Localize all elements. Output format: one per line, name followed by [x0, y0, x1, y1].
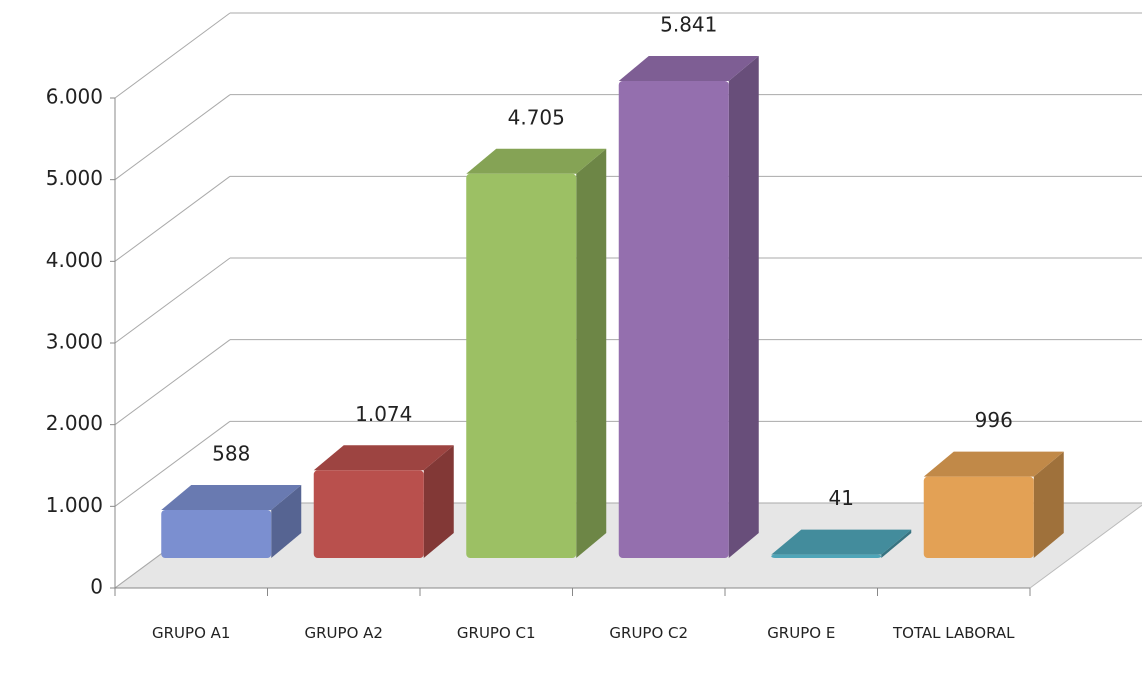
y-tick-label: 5.000: [46, 166, 103, 190]
x-tick-label: GRUPO C2: [609, 624, 689, 642]
bar-side: [423, 445, 454, 558]
y-tick-label: 0: [90, 575, 103, 599]
bar-top: [161, 484, 302, 510]
value-label: 1.074: [355, 402, 412, 426]
bar-side: [576, 148, 607, 558]
bar: [771, 554, 882, 558]
y-tick-label: 3.000: [46, 330, 103, 354]
y-tick-label: 2.000: [46, 411, 103, 435]
grid-line: [114, 94, 231, 181]
bar: [466, 173, 577, 558]
bar: [313, 470, 424, 558]
bar: [161, 509, 272, 558]
x-tick-label: TOTAL LABORAL: [892, 624, 1015, 642]
y-tick-label: 6.000: [46, 85, 103, 109]
bar-top: [313, 445, 454, 471]
value-label: 996: [975, 408, 1013, 432]
x-tick-label: GRUPO E: [767, 624, 836, 642]
value-label: 5.841: [660, 12, 717, 36]
grid-line: [114, 175, 231, 262]
bar-side: [1033, 451, 1064, 558]
grid-line: [114, 339, 231, 426]
grid-line: [114, 420, 231, 507]
bar: [618, 80, 729, 559]
y-tick-label: 1.000: [46, 493, 103, 517]
value-label: 41: [829, 486, 854, 510]
bar-side: [728, 55, 759, 559]
y-tick-label: 4.000: [46, 248, 103, 272]
bar: [923, 476, 1034, 558]
bar-side: [271, 484, 302, 558]
value-label: 588: [212, 441, 250, 465]
x-tick-label: GRUPO A2: [304, 624, 383, 642]
x-tick-label: GRUPO C1: [456, 624, 536, 642]
x-tick-label: GRUPO A1: [152, 624, 231, 642]
grid-line: [114, 257, 231, 344]
grid-line: [114, 12, 231, 99]
bar-top: [618, 55, 759, 81]
bar-top: [923, 451, 1064, 477]
bar-top: [466, 148, 607, 174]
value-label: 4.705: [508, 105, 565, 129]
bar-side: [881, 529, 912, 558]
bar-top: [771, 529, 912, 555]
